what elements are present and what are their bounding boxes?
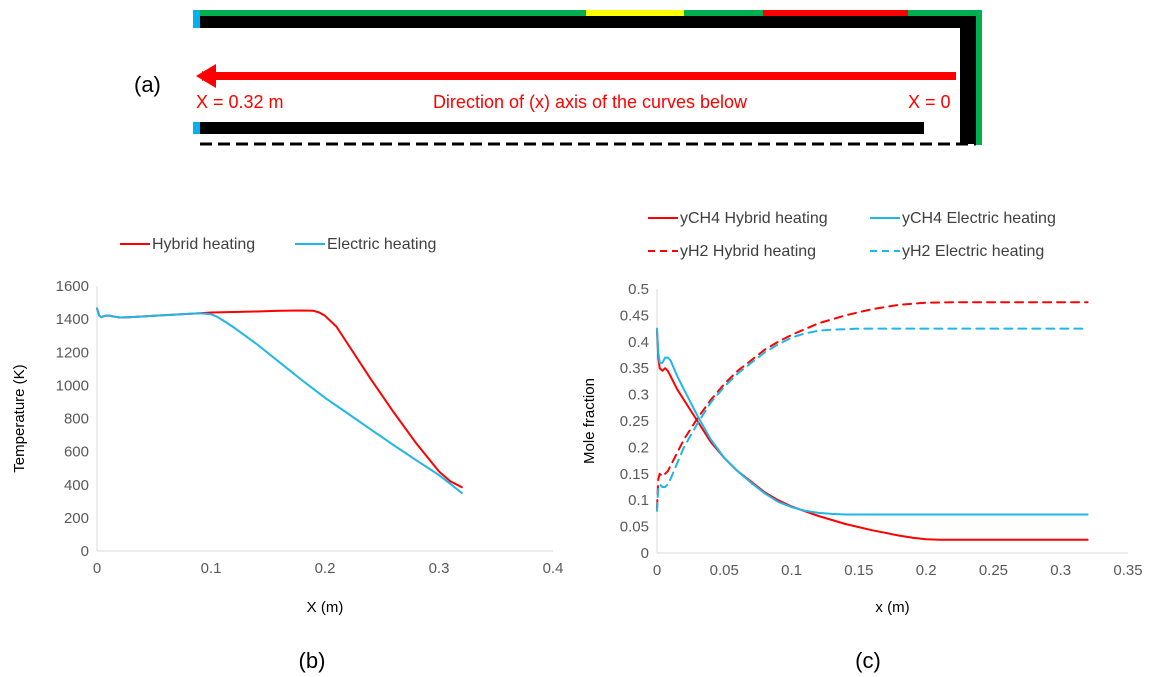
y-tick-label: 0 [641, 545, 649, 562]
legend-entry-label: yH2 Hybrid heating [680, 243, 816, 260]
panel-label-a: (a) [134, 72, 161, 97]
x-tick-label: 0.05 [710, 562, 739, 579]
y-tick-label: 0.5 [628, 281, 649, 298]
y-tick-label: 0.45 [620, 307, 649, 324]
right-green-strip [976, 10, 982, 145]
y-tick-label: 1200 [56, 344, 89, 361]
y-tick-label: 0.3 [628, 387, 649, 404]
x-tick-label: 0.3 [1050, 562, 1071, 579]
x-tick-label: 0.3 [429, 560, 450, 577]
y-tick-label: 1600 [56, 278, 89, 295]
direction-label: Direction of (x) axis of the curves belo… [433, 92, 748, 112]
legend-entry-label: yH2 Electric heating [902, 243, 1044, 260]
x-tick-label: 0.35 [1113, 562, 1142, 579]
left-position-label: X = 0.32 m [196, 92, 284, 112]
inner-wall [200, 122, 924, 134]
x-tick-label: 0.1 [201, 560, 222, 577]
legend-entry-label: yCH4 Electric heating [902, 210, 1056, 227]
series-line-yh2-electric-heating [656, 327, 1089, 512]
series-line-hybrid-heating [96, 307, 463, 489]
y-tick-label: 0.15 [620, 466, 649, 483]
x-tick-label: 0.2 [315, 560, 336, 577]
y-tick-label: 1000 [56, 377, 89, 394]
y-tick-label: 800 [64, 411, 89, 428]
panel-label-c: (c) [855, 648, 881, 673]
top-wall [200, 16, 976, 28]
legend-entry-label: Hybrid heating [152, 236, 255, 253]
top-green-strip-left [200, 10, 586, 16]
x-tick-label: 0.4 [543, 560, 564, 577]
x-axis-title: X (m) [307, 599, 344, 616]
legend-entry-label: Electric heating [327, 236, 436, 253]
top-yellow-strip [586, 10, 684, 16]
series-line-yh2-hybrid-heating [656, 301, 1089, 510]
direction-arrow-head [196, 64, 216, 88]
mole-fraction-chart-axes: 0 0.05 0.1 0.15 0.2 0.25 0.3 0.35 0.4 0.45 0.5 0 0.0… [581, 281, 1143, 616]
x-tick-label: 0.15 [844, 562, 873, 579]
temperature-chart: Hybrid heating Electric heating 0 200 400 60… [11, 236, 563, 616]
y-axis-title: Temperature (K) [11, 364, 28, 472]
mole-fraction-chart-legend: yCH4 Hybrid heating yCH4 Electric heating… [648, 210, 1056, 260]
y-tick-label: 600 [64, 444, 89, 461]
inlet-blue-bottom [193, 122, 200, 134]
y-tick-label: 0.1 [628, 492, 649, 509]
x-tick-label: 0.2 [916, 562, 937, 579]
y-tick-label: 200 [64, 510, 89, 527]
y-tick-label: 0.25 [620, 413, 649, 430]
panel-label-b: (b) [299, 648, 326, 673]
x-tick-label: 0 [93, 560, 101, 577]
right-position-label: X = 0 [908, 92, 951, 112]
y-tick-label: 0.4 [628, 334, 649, 351]
temperature-chart-axes: 0 200 400 600 800 1000 1200 1400 1600 0 0.1 0.2 0.3 0… [11, 278, 563, 616]
y-axis-title: Mole fraction [581, 378, 598, 464]
y-tick-label: 0.2 [628, 439, 649, 456]
top-green-strip-right [908, 10, 982, 16]
y-tick-label: 0.05 [620, 519, 649, 536]
series-line-ych4-electric-heating [656, 327, 1089, 516]
x-tick-label: 0 [653, 562, 661, 579]
y-tick-label: 400 [64, 477, 89, 494]
x-tick-label: 0.25 [979, 562, 1008, 579]
series-line-electric-heating [96, 307, 463, 494]
legend-entry-label: yCH4 Hybrid heating [680, 210, 828, 227]
temperature-chart-series [96, 307, 463, 494]
temperature-chart-legend: Hybrid heating Electric heating [120, 236, 436, 253]
y-tick-label: 1400 [56, 311, 89, 328]
top-red-strip [763, 10, 908, 16]
y-tick-label: 0 [81, 543, 89, 560]
x-axis-title: x (m) [875, 599, 909, 616]
inlet-blue-top [193, 10, 200, 28]
right-wall [960, 16, 976, 144]
top-green-strip-middle [684, 10, 763, 16]
mole-fraction-chart: yCH4 Hybrid heating yCH4 Electric heating… [581, 210, 1143, 616]
series-line-ych4-hybrid-heating [656, 330, 1089, 541]
y-tick-label: 0.35 [620, 360, 649, 377]
x-tick-label: 0.1 [781, 562, 802, 579]
mole-fraction-chart-series [656, 301, 1089, 541]
reactor-schematic: (a) X = 0.32 m Direction of (x) axis of … [134, 10, 982, 146]
